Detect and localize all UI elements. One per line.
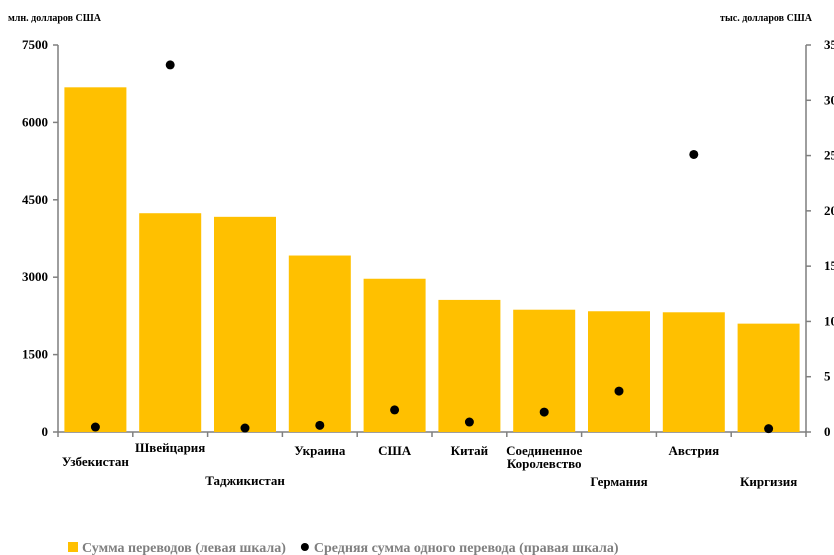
point [764, 424, 774, 434]
y-tick-label: 3000 [22, 269, 48, 284]
x-tick-label: Австрия [668, 443, 719, 458]
y-tick-label: 4500 [22, 192, 48, 207]
x-tick-label: Соединенное Королевство [506, 443, 582, 471]
y2-tick-label: 25 [824, 148, 834, 163]
y2-tick-label: 5 [824, 369, 831, 384]
bar [588, 311, 650, 432]
point [539, 407, 549, 417]
y2-tick-label: 15 [824, 258, 834, 273]
bar [438, 299, 501, 432]
y2-tick-label: 20 [824, 203, 834, 218]
bar [288, 255, 351, 432]
y2-tick-label: 35 [824, 37, 834, 52]
y2-tick-label: 0 [824, 424, 831, 439]
y-tick-label: 6000 [22, 114, 48, 129]
point [315, 420, 325, 430]
x-tick-label: Киргизия [740, 474, 797, 489]
x-tick-label: Украина [294, 443, 346, 458]
y2-tick-label: 30 [824, 92, 834, 107]
point [90, 422, 100, 432]
point [390, 405, 400, 415]
legend-swatch [68, 542, 78, 552]
bar [64, 87, 127, 432]
legend-label: Сумма переводов (левая шкала) [82, 541, 286, 555]
y-tick-label: 7500 [22, 37, 48, 52]
bar [737, 323, 800, 432]
y-tick-label: 0 [42, 424, 49, 439]
bar [214, 216, 276, 432]
y-axis-unit: млн. долларов США [8, 13, 102, 24]
x-tick-label: Швейцария [135, 440, 205, 455]
point [614, 386, 624, 396]
point [240, 423, 250, 433]
x-tick-label: Германия [590, 474, 647, 489]
point [464, 417, 474, 427]
y2-axis-unit: тыс. долларов США [720, 13, 813, 24]
y-tick-label: 1500 [22, 347, 48, 362]
x-tick-label: США [378, 443, 412, 458]
bar [139, 213, 202, 432]
point [165, 60, 175, 70]
legend-swatch [300, 543, 309, 551]
legend-label: Средняя сумма одного перевода (правая шк… [314, 541, 619, 555]
bar [662, 312, 725, 432]
y2-tick-label: 10 [824, 313, 834, 328]
x-tick-label: Китай [451, 443, 489, 458]
x-tick-label: Таджикистан [205, 473, 285, 488]
point [689, 149, 699, 159]
x-tick-label: Узбекистан [62, 454, 130, 469]
